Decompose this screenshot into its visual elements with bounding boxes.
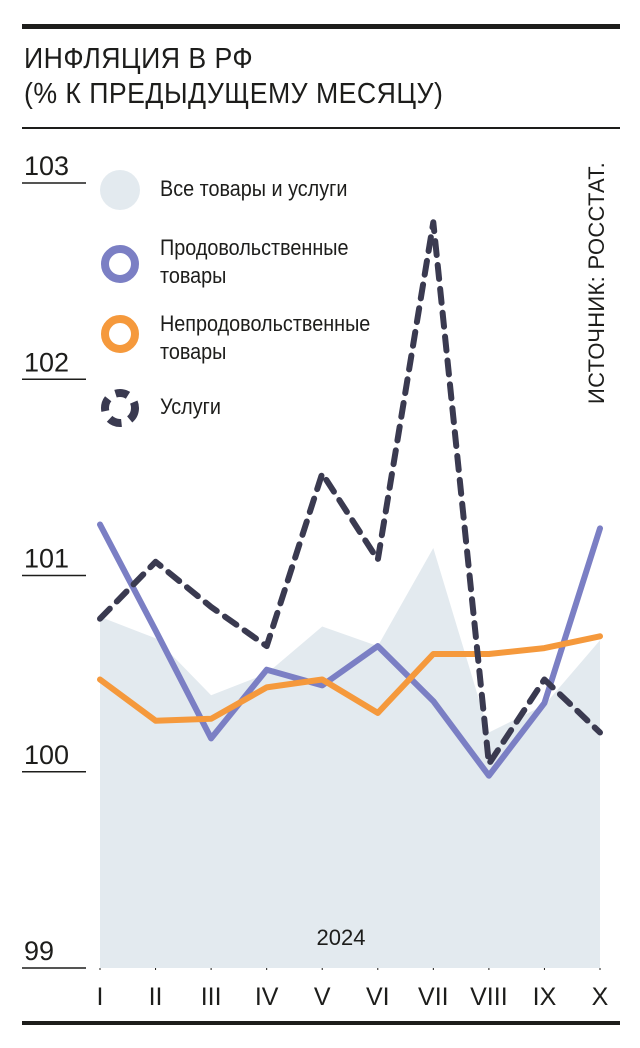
legend-swatch-services xyxy=(101,389,139,427)
x-tick-label: I xyxy=(97,983,104,1011)
x-tick-label: IV xyxy=(255,983,279,1011)
year-label: 2024 xyxy=(317,925,366,950)
legend-swatch-food xyxy=(101,245,139,283)
plot-series xyxy=(97,219,603,968)
x-tick-label: II xyxy=(149,983,163,1011)
legend-swatch-nonfood xyxy=(101,315,139,353)
x-tick-label: IX xyxy=(533,983,557,1011)
y-tick-label: 99 xyxy=(24,936,54,966)
series-area-all xyxy=(100,548,600,968)
source-note: ИСТОЧНИК: РОССТАТ. xyxy=(584,162,609,404)
chart-title: ИНФЛЯЦИЯ В РФ (% К ПРЕДЫДУЩЕМУ МЕСЯЦУ) xyxy=(24,42,443,112)
legend-label-nonfood-2: товары xyxy=(160,339,227,364)
x-tick-label: VII xyxy=(418,983,449,1011)
y-tick-label: 102 xyxy=(24,347,69,377)
legend-label-services: Услуги xyxy=(160,394,221,419)
title-rule xyxy=(22,127,620,129)
legend-label-all: Все товары и услуги xyxy=(160,176,348,201)
y-tick-label: 100 xyxy=(24,740,69,770)
y-tick-label: 103 xyxy=(24,151,69,181)
legend-label-food-2: товары xyxy=(160,263,227,288)
x-tick-label: III xyxy=(201,983,222,1011)
series-line-nonfood xyxy=(97,633,603,724)
legend-label-nonfood-1: Непродовольственные xyxy=(160,311,371,336)
x-tick-label: X xyxy=(592,983,609,1011)
bottom-rule xyxy=(22,1021,620,1025)
y-gridlines xyxy=(22,182,86,969)
title-line-2: (% К ПРЕДЫДУЩЕМУ МЕСЯЦУ) xyxy=(24,78,444,110)
legend-swatch-all xyxy=(100,170,140,210)
y-tick-label: 101 xyxy=(24,544,69,574)
x-tick-labels: I II III IV V VI VII VIII IX X xyxy=(97,968,609,1011)
top-rule xyxy=(22,24,620,29)
x-tick-label: VIII xyxy=(470,983,508,1011)
y-tick-labels: 99 100 101 102 103 xyxy=(24,151,69,966)
legend-label-food-1: Продовольственные xyxy=(160,235,349,260)
series-line-food xyxy=(97,521,603,779)
x-tick-label: V xyxy=(314,983,331,1011)
series-line-services xyxy=(97,219,603,767)
title-line-1: ИНФЛЯЦИЯ В РФ xyxy=(24,43,254,75)
x-tick-label: VI xyxy=(366,983,390,1011)
